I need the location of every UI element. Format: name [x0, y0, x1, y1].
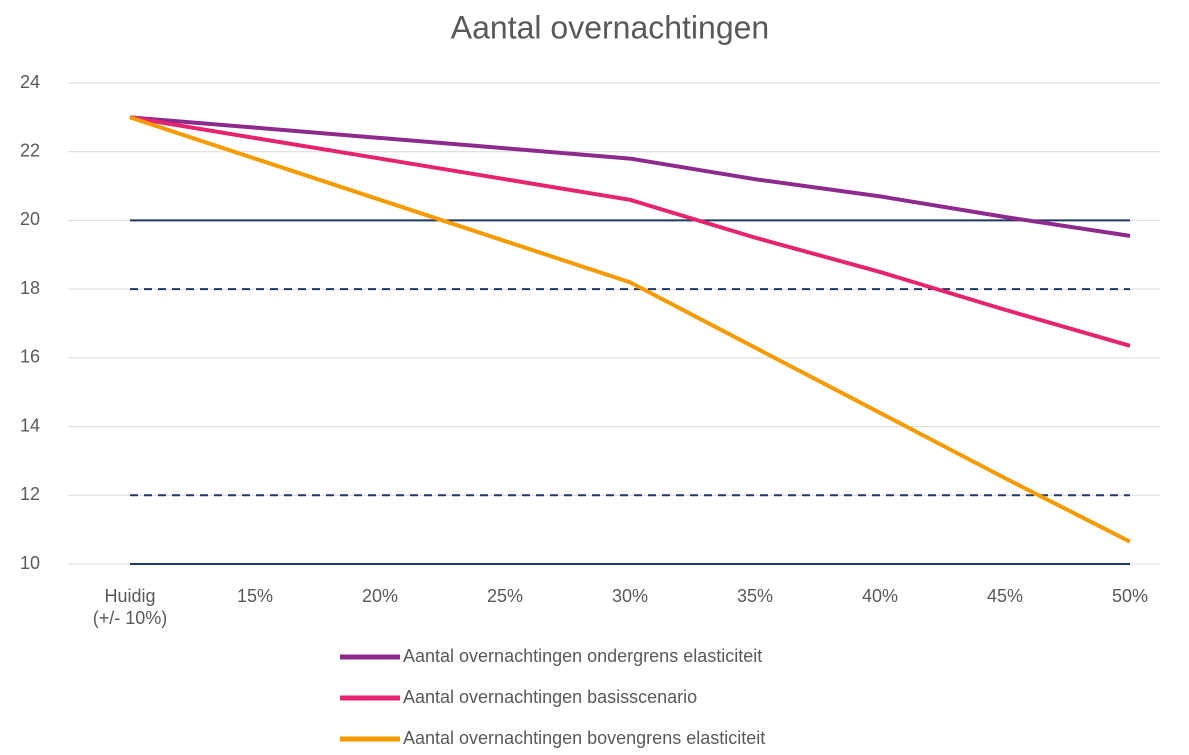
x-tick-label: 30% — [612, 586, 648, 606]
x-tick-label: 40% — [862, 586, 898, 606]
x-tick-label: 25% — [487, 586, 523, 606]
y-tick-label: 16 — [20, 347, 40, 367]
x-tick-label: 35% — [737, 586, 773, 606]
y-tick-label: 22 — [20, 140, 40, 160]
x-tick-label: Huidig (+/- 10%) — [93, 586, 168, 628]
series-line — [129, 115, 1131, 238]
series-line — [129, 115, 1131, 348]
y-tick-label: 10 — [20, 553, 40, 573]
y-tick-label: 14 — [20, 415, 40, 435]
x-tick-label: 15% — [237, 586, 273, 606]
chart-title: Aantal overnachtingen — [451, 9, 769, 45]
y-tick-label: 12 — [20, 484, 40, 504]
x-tick-label: 20% — [362, 586, 398, 606]
x-tick-label: 45% — [987, 586, 1023, 606]
legend-label: Aantal overnachtingen basisscenario — [403, 687, 697, 707]
legend-label: Aantal overnachtingen ondergrens elastic… — [403, 646, 762, 666]
x-tick-label: 50% — [1112, 586, 1148, 606]
y-tick-label: 20 — [20, 209, 40, 229]
y-tick-label: 24 — [20, 72, 40, 92]
legend-label: Aantal overnachtingen bovengrens elastic… — [403, 728, 765, 748]
y-tick-label: 18 — [20, 278, 40, 298]
series-line — [129, 115, 1131, 544]
